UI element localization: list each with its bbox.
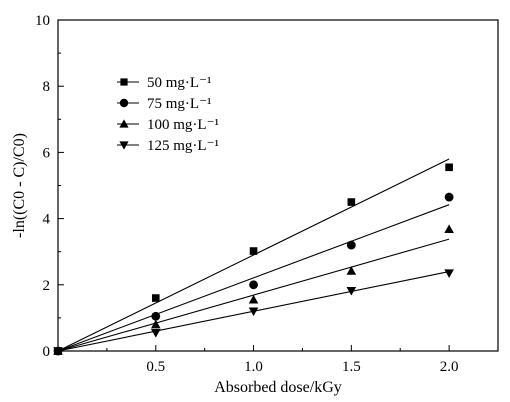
data-point-series-3 — [346, 266, 357, 275]
y-tick-label: 0 — [43, 344, 51, 360]
data-point-series-4 — [444, 269, 454, 279]
fit-line-series-1 — [57, 158, 450, 352]
legend-marker — [120, 78, 128, 86]
data-markers — [53, 163, 454, 356]
data-point-series-1 — [445, 163, 453, 172]
fit-line-series-2 — [57, 204, 450, 352]
data-point-series-3 — [444, 224, 454, 233]
y-tick-label: 2 — [43, 278, 51, 294]
data-point-series-4 — [346, 286, 357, 296]
legend-marker — [119, 119, 129, 128]
legend: 50 mg·L⁻¹ 75 mg·L⁻¹ 100 mg·L⁻¹ 125 mg·L⁻¹ — [117, 75, 219, 154]
data-point-series-4 — [248, 307, 259, 317]
legend-marker — [119, 98, 129, 108]
plot-frame — [57, 19, 499, 352]
data-point-series-4 — [53, 347, 63, 356]
y-tick-label: 4 — [43, 212, 51, 228]
data-point-series-2 — [249, 280, 258, 290]
x-tick-label: 0.5 — [146, 359, 165, 375]
y-axis: 0 2 4 6 8 10 — [35, 13, 64, 360]
legend-label-series-3: 100 mg·L⁻¹ — [147, 117, 219, 133]
x-tick-label: 2.0 — [440, 359, 459, 375]
legend-label-series-1: 50 mg·L⁻¹ — [147, 75, 212, 91]
legend-label-series-2: 75 mg·L⁻¹ — [147, 96, 212, 112]
data-point-series-4 — [150, 328, 161, 338]
y-tick-label: 6 — [43, 145, 51, 161]
y-tick-label: 8 — [43, 79, 51, 95]
data-point-series-2 — [346, 240, 356, 250]
x-axis-label: Absorbed dose/kGy — [214, 379, 342, 396]
data-point-series-3 — [150, 319, 161, 329]
data-point-series-2 — [444, 192, 454, 202]
y-tick-label: 10 — [35, 13, 50, 29]
fit-lines — [57, 158, 450, 352]
data-point-series-3 — [248, 294, 259, 304]
data-point-series-1 — [151, 294, 160, 302]
x-axis: 0.5 1.0 1.5 2.0 — [106, 345, 459, 375]
legend-label-series-4: 125 mg·L⁻¹ — [147, 138, 219, 154]
x-tick-label: 1.0 — [244, 359, 263, 375]
data-point-series-2 — [151, 311, 161, 321]
data-point-series-1 — [347, 198, 356, 206]
x-tick-label: 1.5 — [342, 359, 361, 375]
data-point-series-1 — [249, 247, 258, 255]
legend-marker — [119, 141, 129, 150]
plot-border — [57, 19, 499, 352]
y-axis-label: -ln((C0 - C)/C0) — [11, 133, 28, 238]
